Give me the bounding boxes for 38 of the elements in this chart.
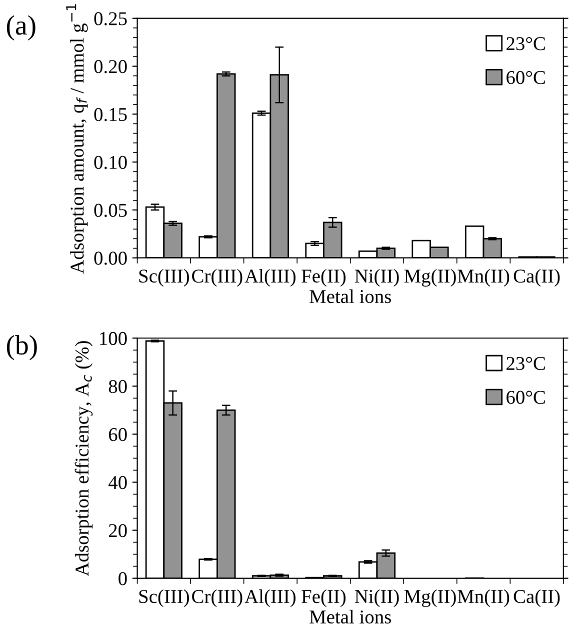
legend-label: 23°C [506, 356, 545, 370]
y-tick-label: 0.05 [94, 204, 127, 217]
x-tick-label: Ni(II) [354, 268, 399, 287]
x-tick-label: Al(III) [244, 268, 296, 287]
x-tick-label: Cr(III) [192, 589, 242, 608]
y-tick-label: 0.20 [94, 60, 127, 74]
y-tick-label: 0.10 [94, 156, 127, 170]
x-tick-label: Fe(II) [302, 268, 346, 287]
x-tick-label: Fe(II) [302, 589, 346, 608]
x-tick-label: Sc(III) [139, 589, 189, 608]
x-tick-label: Al(III) [244, 589, 296, 608]
x-tick-label: Mn(II) [458, 589, 510, 608]
text: (b) [6, 335, 37, 360]
y-tick-label: 80 [108, 380, 127, 394]
y-tick-label: 0.15 [94, 108, 127, 122]
y-tick-label: 40 [108, 476, 127, 490]
x-tick-label: Mg(II) [404, 268, 456, 287]
legend-label: 23°C [506, 37, 545, 50]
text: (a) [6, 15, 36, 40]
x-tick-label: Ni(II) [354, 589, 399, 608]
x-axis-title: Metal ions [310, 289, 391, 304]
legend-label: 60°C [506, 390, 545, 404]
x-tick-label: Ca(II) [514, 268, 560, 287]
x-tick-label: Mn(II) [458, 268, 510, 287]
y-tick-label: 20 [108, 524, 127, 538]
y-axis-title: Adsorption efficiency, A$_{c}$ (%) [74, 341, 93, 576]
y-tick-label: 0.25 [94, 12, 127, 26]
y-tick-label: 60 [108, 428, 127, 442]
y-tick-label: 100 [100, 332, 127, 346]
x-tick-label: Cr(III) [192, 268, 242, 287]
x-tick-label: Ca(II) [514, 589, 560, 608]
y-tick-label: 0.00 [94, 252, 127, 265]
x-tick-label: Mg(II) [404, 589, 456, 608]
y-axis-title: Adsorption amount, q$_{f}$ / mmol g$^{−1}$ [66, 4, 88, 274]
x-tick-label: Sc(III) [139, 268, 189, 287]
y-tick-label: 0 [118, 572, 127, 586]
legend-label: 60°C [506, 70, 545, 84]
x-axis-title: Metal ions [310, 610, 391, 624]
